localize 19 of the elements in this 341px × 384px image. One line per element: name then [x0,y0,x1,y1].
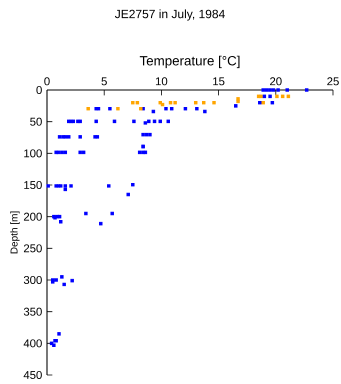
x-tick-label: 0 [44,77,50,86]
y-tick-label: 200 [24,212,42,221]
x-tick-label: 20 [270,77,282,86]
y-axis-title: Depth [m] [10,212,20,254]
y-tick-label: 450 [24,370,42,379]
y-tick-label: 50 [30,118,42,126]
x-tick-label: 10 [156,77,168,86]
chart-title: JE2757 in July, 1984 [114,9,225,21]
x-tick-label: 15 [213,77,224,86]
y-tick-label: 400 [24,339,42,348]
y-tick-label: 100 [24,149,42,158]
y-tick-label: 250 [24,244,42,252]
y-tick-label: 150 [24,181,42,190]
y-tick-label: 300 [24,276,42,284]
y-tick-label: 350 [24,308,42,316]
x-tick-label: 25 [327,77,339,86]
x-axis-title: Temperature [°C] [140,56,240,68]
y-tick-label: 0 [36,86,42,94]
x-tick-label: 5 [102,77,107,86]
